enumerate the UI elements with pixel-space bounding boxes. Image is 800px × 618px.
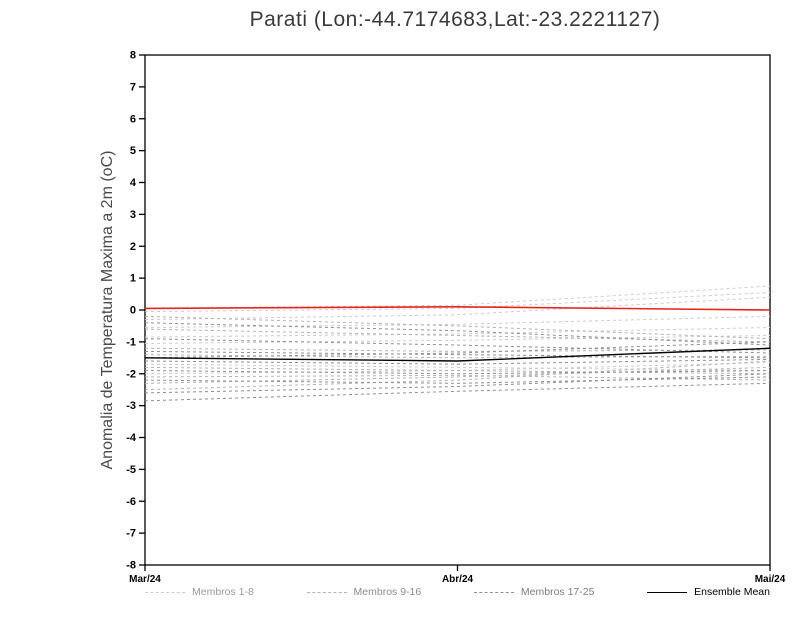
legend: Membros 1-8 Membros 9-16 Membros 17-25 Ense… [145, 586, 770, 598]
svg-text:-6: -6 [126, 496, 136, 508]
svg-text:-5: -5 [126, 464, 136, 476]
svg-text:7: 7 [130, 81, 136, 93]
svg-text:Abr/24: Abr/24 [442, 574, 474, 585]
svg-text:-4: -4 [126, 432, 137, 444]
svg-text:-3: -3 [126, 400, 136, 412]
legend-line-sample [647, 591, 688, 593]
svg-text:3: 3 [130, 209, 136, 221]
legend-label: Membros 17-25 [520, 586, 595, 598]
legend-label: Ensemble Mean [694, 586, 770, 598]
svg-text:6: 6 [130, 113, 136, 125]
legend-item: Membros 17-25 [473, 586, 595, 598]
svg-text:-1: -1 [126, 336, 136, 348]
svg-text:0: 0 [130, 305, 136, 317]
legend-label: Membros 1-8 [192, 586, 254, 598]
legend-line-sample [473, 591, 514, 593]
svg-text:8: 8 [130, 50, 136, 62]
legend-item: Ensemble Mean [647, 586, 770, 598]
legend-label: Membros 9-16 [353, 586, 422, 598]
legend-item: Membros 1-8 [145, 586, 254, 598]
svg-text:Mai/24: Mai/24 [755, 574, 786, 585]
legend-item: Membros 9-16 [306, 586, 422, 598]
svg-text:2: 2 [130, 241, 136, 253]
svg-text:-7: -7 [126, 528, 136, 540]
svg-text:-8: -8 [126, 560, 136, 572]
svg-text:5: 5 [130, 145, 136, 157]
svg-text:-2: -2 [126, 368, 136, 380]
legend-line-sample [306, 591, 347, 593]
legend-line-sample [145, 591, 185, 593]
svg-text:Mar/24: Mar/24 [129, 574, 161, 585]
svg-text:1: 1 [130, 273, 136, 285]
chart-title: Parati (Lon:-44.7174683,Lat:-23.2221127) [249, 8, 661, 31]
svg-text:4: 4 [130, 177, 137, 189]
